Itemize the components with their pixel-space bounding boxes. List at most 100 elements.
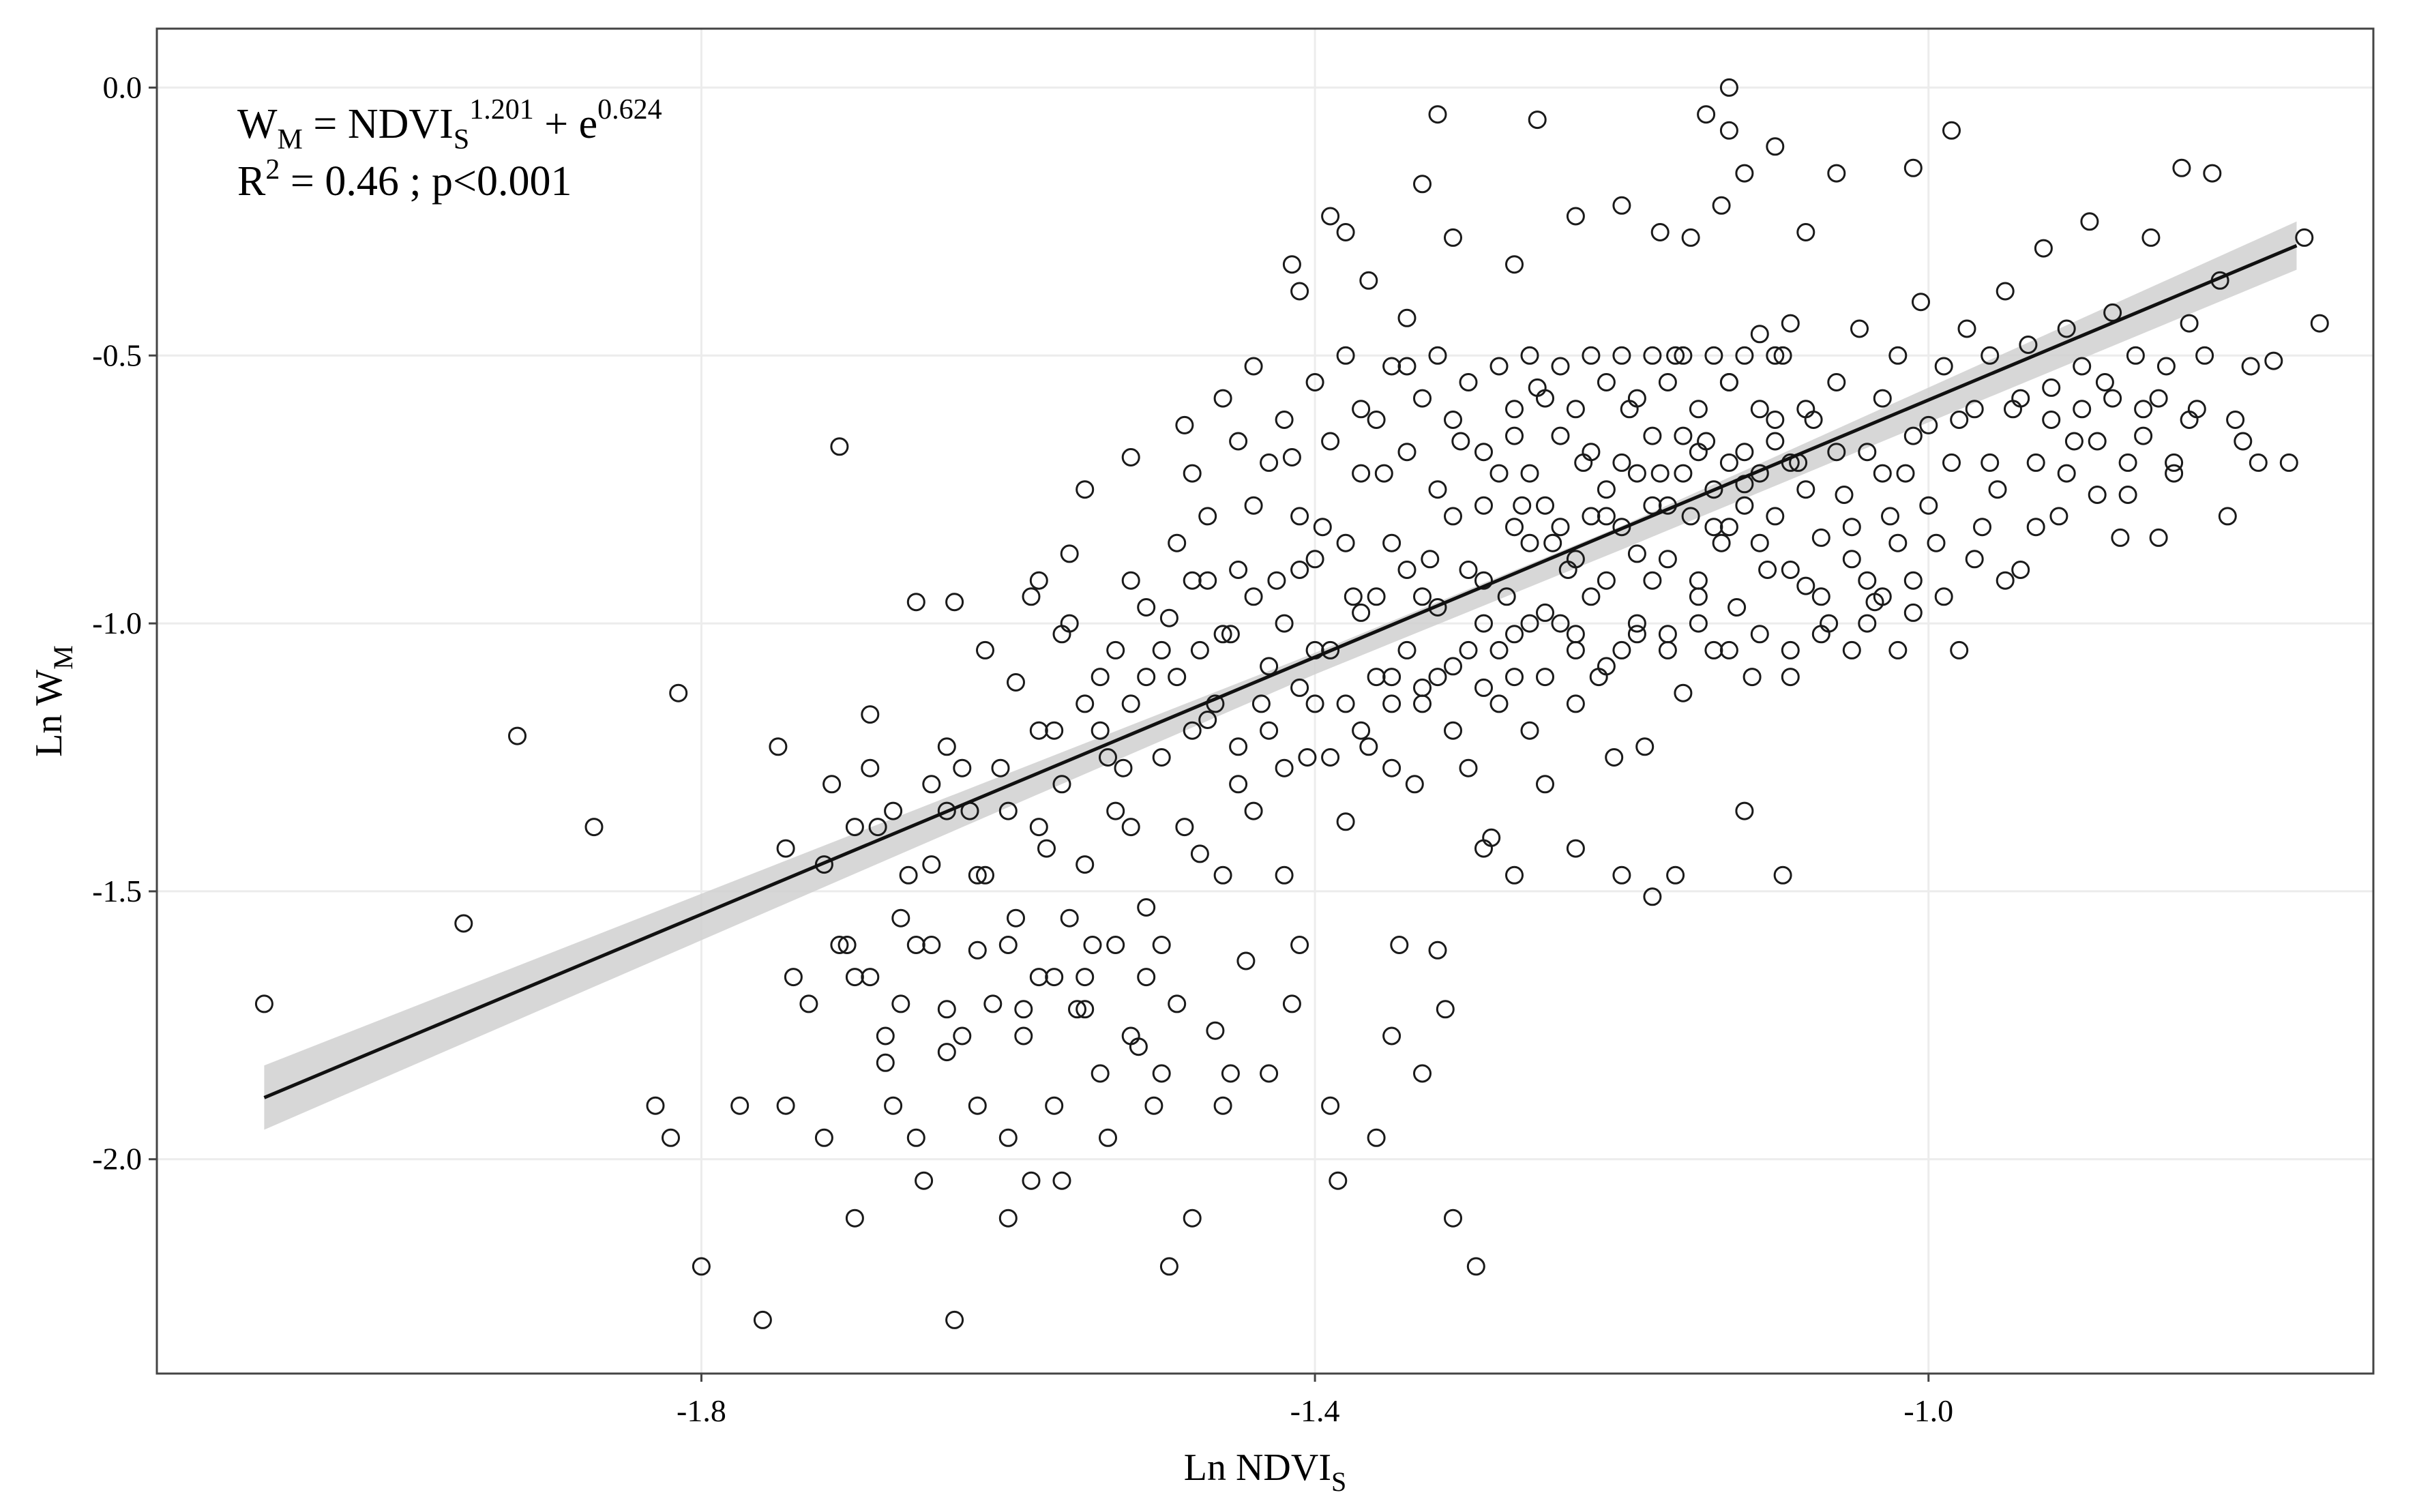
data-point bbox=[976, 865, 994, 885]
data-point bbox=[1689, 443, 1708, 462]
data-point bbox=[1612, 865, 1631, 885]
data-point bbox=[1781, 561, 1800, 579]
data-point bbox=[922, 855, 941, 874]
data-point bbox=[1168, 533, 1187, 552]
data-point bbox=[937, 801, 956, 820]
data-point bbox=[1873, 389, 1892, 408]
data-point bbox=[1183, 1209, 1202, 1228]
data-point bbox=[1444, 411, 1462, 429]
data-point bbox=[1735, 443, 1754, 462]
data-point bbox=[1397, 640, 1417, 659]
data-point bbox=[1543, 533, 1562, 552]
data-point bbox=[1858, 443, 1877, 462]
data-point bbox=[1014, 1000, 1033, 1019]
data-point bbox=[1597, 373, 1616, 391]
data-point bbox=[1321, 432, 1340, 451]
data-point bbox=[1121, 448, 1140, 466]
data-point bbox=[845, 1209, 864, 1228]
data-point bbox=[1229, 775, 1248, 794]
data-point bbox=[1919, 496, 1938, 515]
data-point bbox=[1704, 518, 1723, 537]
data-point bbox=[2073, 400, 2092, 419]
data-point bbox=[1336, 346, 1355, 365]
data-point bbox=[1290, 678, 1309, 697]
y-axis-title: Ln WM bbox=[28, 645, 78, 757]
data-point bbox=[1536, 603, 1554, 622]
data-point bbox=[454, 914, 473, 933]
data-point bbox=[1635, 737, 1655, 756]
data-point bbox=[937, 737, 956, 756]
data-point bbox=[1229, 737, 1248, 756]
data-point bbox=[1206, 1021, 1225, 1040]
grid-lines bbox=[157, 29, 2373, 1374]
data-point bbox=[822, 775, 842, 794]
data-point bbox=[1666, 346, 1685, 365]
data-point bbox=[1329, 1171, 1348, 1190]
data-point bbox=[1029, 968, 1048, 987]
data-point bbox=[1137, 668, 1156, 687]
data-point bbox=[2049, 507, 2068, 526]
data-point bbox=[1965, 400, 1984, 419]
data-point bbox=[1159, 608, 1178, 627]
data-point bbox=[1183, 571, 1202, 590]
data-point bbox=[1505, 865, 1524, 885]
data-point bbox=[837, 936, 857, 954]
data-point bbox=[1850, 319, 1869, 338]
data-points bbox=[254, 78, 2329, 1329]
data-point bbox=[845, 968, 864, 987]
data-point bbox=[1835, 486, 1854, 504]
data-point bbox=[2218, 507, 2237, 526]
data-point bbox=[2126, 346, 2145, 365]
data-point bbox=[2111, 528, 2130, 547]
data-point bbox=[891, 994, 910, 1013]
data-point bbox=[2118, 453, 2137, 472]
data-point bbox=[2057, 319, 2076, 338]
data-point bbox=[1597, 657, 1616, 676]
data-point bbox=[1796, 576, 1815, 595]
data-point bbox=[1267, 571, 1286, 590]
data-point bbox=[1766, 507, 1785, 526]
data-point bbox=[2264, 351, 2283, 370]
data-point bbox=[1428, 480, 1447, 499]
data-point bbox=[2156, 357, 2176, 376]
data-point bbox=[1582, 507, 1601, 526]
data-point bbox=[1528, 110, 1547, 130]
data-point bbox=[1045, 968, 1064, 987]
data-point bbox=[1612, 453, 1631, 472]
data-point bbox=[1505, 518, 1524, 537]
x-axis-title: Ln NDVIS bbox=[1184, 1447, 1346, 1497]
data-point bbox=[1796, 480, 1815, 499]
data-point bbox=[1397, 561, 1417, 579]
data-point bbox=[1758, 561, 1777, 579]
data-point bbox=[1912, 293, 1930, 312]
data-point bbox=[1474, 571, 1493, 590]
data-point bbox=[2180, 411, 2199, 429]
data-point bbox=[1168, 994, 1187, 1013]
data-point bbox=[937, 1043, 956, 1062]
data-point bbox=[1513, 496, 1532, 515]
data-point bbox=[1052, 775, 1071, 794]
data-point bbox=[1719, 121, 1738, 140]
data-point bbox=[799, 994, 818, 1013]
data-point bbox=[884, 801, 903, 820]
data-point bbox=[2149, 528, 2168, 547]
data-point bbox=[899, 865, 918, 885]
data-point bbox=[1704, 346, 1723, 365]
x-axis-ticks: -1.8 -1.4 -1.0 bbox=[677, 1374, 1953, 1428]
confidence-band-group bbox=[264, 221, 2297, 1130]
data-point bbox=[968, 940, 987, 960]
data-point bbox=[646, 1096, 665, 1115]
data-point bbox=[1121, 1026, 1140, 1046]
data-point bbox=[1260, 721, 1279, 740]
data-point bbox=[1382, 533, 1402, 552]
data-point bbox=[1029, 818, 1048, 837]
data-point bbox=[1382, 694, 1402, 713]
data-point bbox=[1091, 1064, 1110, 1083]
data-point bbox=[2103, 389, 2122, 408]
data-point bbox=[1566, 207, 1585, 226]
data-point bbox=[1213, 625, 1232, 644]
data-point bbox=[1981, 453, 2000, 472]
data-point bbox=[2088, 486, 2107, 504]
data-point bbox=[1190, 844, 1209, 863]
data-point bbox=[1957, 319, 1976, 338]
